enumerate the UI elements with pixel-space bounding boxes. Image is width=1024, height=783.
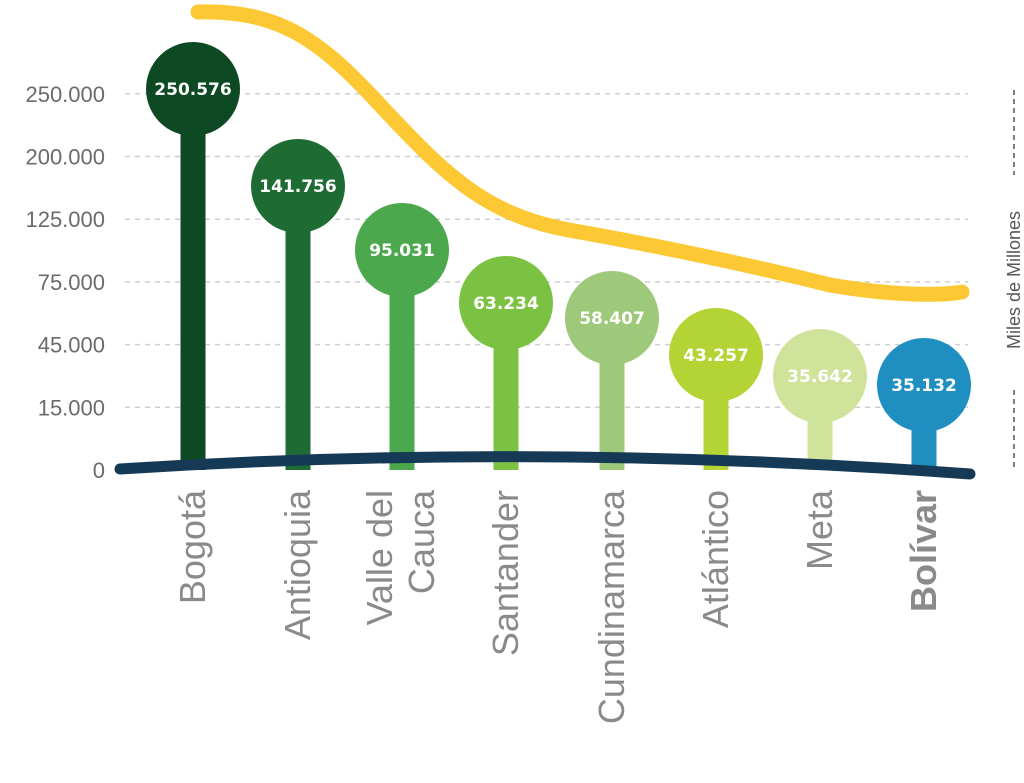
data-label: 35.132 xyxy=(891,376,957,396)
y-tick-label: 15.000 xyxy=(38,395,105,420)
bars xyxy=(180,132,937,470)
y-axis-label: Miles de Millones xyxy=(1004,211,1024,349)
category-label-cundinamarca: Cundinamarca xyxy=(591,489,632,724)
data-label: 35.642 xyxy=(787,367,853,387)
category-label-meta: Meta xyxy=(799,489,840,570)
value-marker-cundinamarca xyxy=(565,271,659,365)
value-marker-bolivar xyxy=(877,338,971,432)
category-label-atlantico: Atlántico xyxy=(695,490,736,628)
trend-curve xyxy=(190,4,970,302)
y-axis-label-group: Miles de Millones xyxy=(1004,90,1024,468)
data-label: 250.576 xyxy=(154,80,231,100)
bar-bogota xyxy=(180,132,206,470)
y-tick-label: 200.000 xyxy=(25,145,105,170)
value-marker-meta xyxy=(773,329,867,423)
x-tick-label: Meta xyxy=(799,489,840,570)
y-tick-label: 45.000 xyxy=(38,333,105,358)
value-marker-antioquia xyxy=(251,139,345,233)
x-tick-label: Atlántico xyxy=(695,490,736,628)
x-tick-label: Cundinamarca xyxy=(591,489,632,724)
category-label-bolivar: Bolívar xyxy=(903,490,944,612)
category-label-santander: Santander xyxy=(485,490,526,656)
value-marker-bogota xyxy=(146,42,240,136)
x-tick-label: Cauca xyxy=(401,489,442,594)
bar-santander xyxy=(493,346,519,470)
value-markers: 250.576 141.756 95.031 63.234 58.407 43.257 35… xyxy=(146,42,971,432)
x-tick-label: Valle del xyxy=(359,490,400,625)
category-label-antioquia: Antioquia xyxy=(277,489,318,640)
y-tick-label: 0 xyxy=(93,458,105,483)
data-label: 43.257 xyxy=(683,346,749,366)
x-tick-label: Santander xyxy=(485,490,526,656)
y-tick-label: 125.000 xyxy=(25,207,105,232)
baseline-curve xyxy=(114,451,976,480)
y-tick-label: 250.000 xyxy=(25,82,105,107)
x-tick-label: Bogotá xyxy=(172,489,213,604)
data-label: 141.756 xyxy=(259,177,336,197)
value-marker-santander xyxy=(459,256,553,350)
y-tick-label: 75.000 xyxy=(38,270,105,295)
x-tick-label: Bolívar xyxy=(903,490,944,612)
bar-valle-del-cauca xyxy=(389,293,415,470)
value-marker-valle-del-cauca xyxy=(355,203,449,297)
x-tick-label: Antioquia xyxy=(277,489,318,640)
y-axis-ticks: 0 15.000 45.000 75.000 125.000 200.000 250.000 xyxy=(25,82,105,483)
data-label: 95.031 xyxy=(369,241,435,261)
category-labels: Bogotá Antioquia Valle del Cauca Santander Cu… xyxy=(172,489,944,724)
bar-bolivar xyxy=(911,428,937,470)
bar-antioquia xyxy=(285,229,311,470)
data-label: 63.234 xyxy=(473,294,539,314)
value-marker-atlantico xyxy=(669,308,763,402)
data-label: 58.407 xyxy=(579,309,645,329)
bar-cundinamarca xyxy=(599,361,625,470)
category-label-valle-del-cauca: Valle del Cauca xyxy=(359,489,442,625)
category-label-bogota: Bogotá xyxy=(172,489,213,604)
